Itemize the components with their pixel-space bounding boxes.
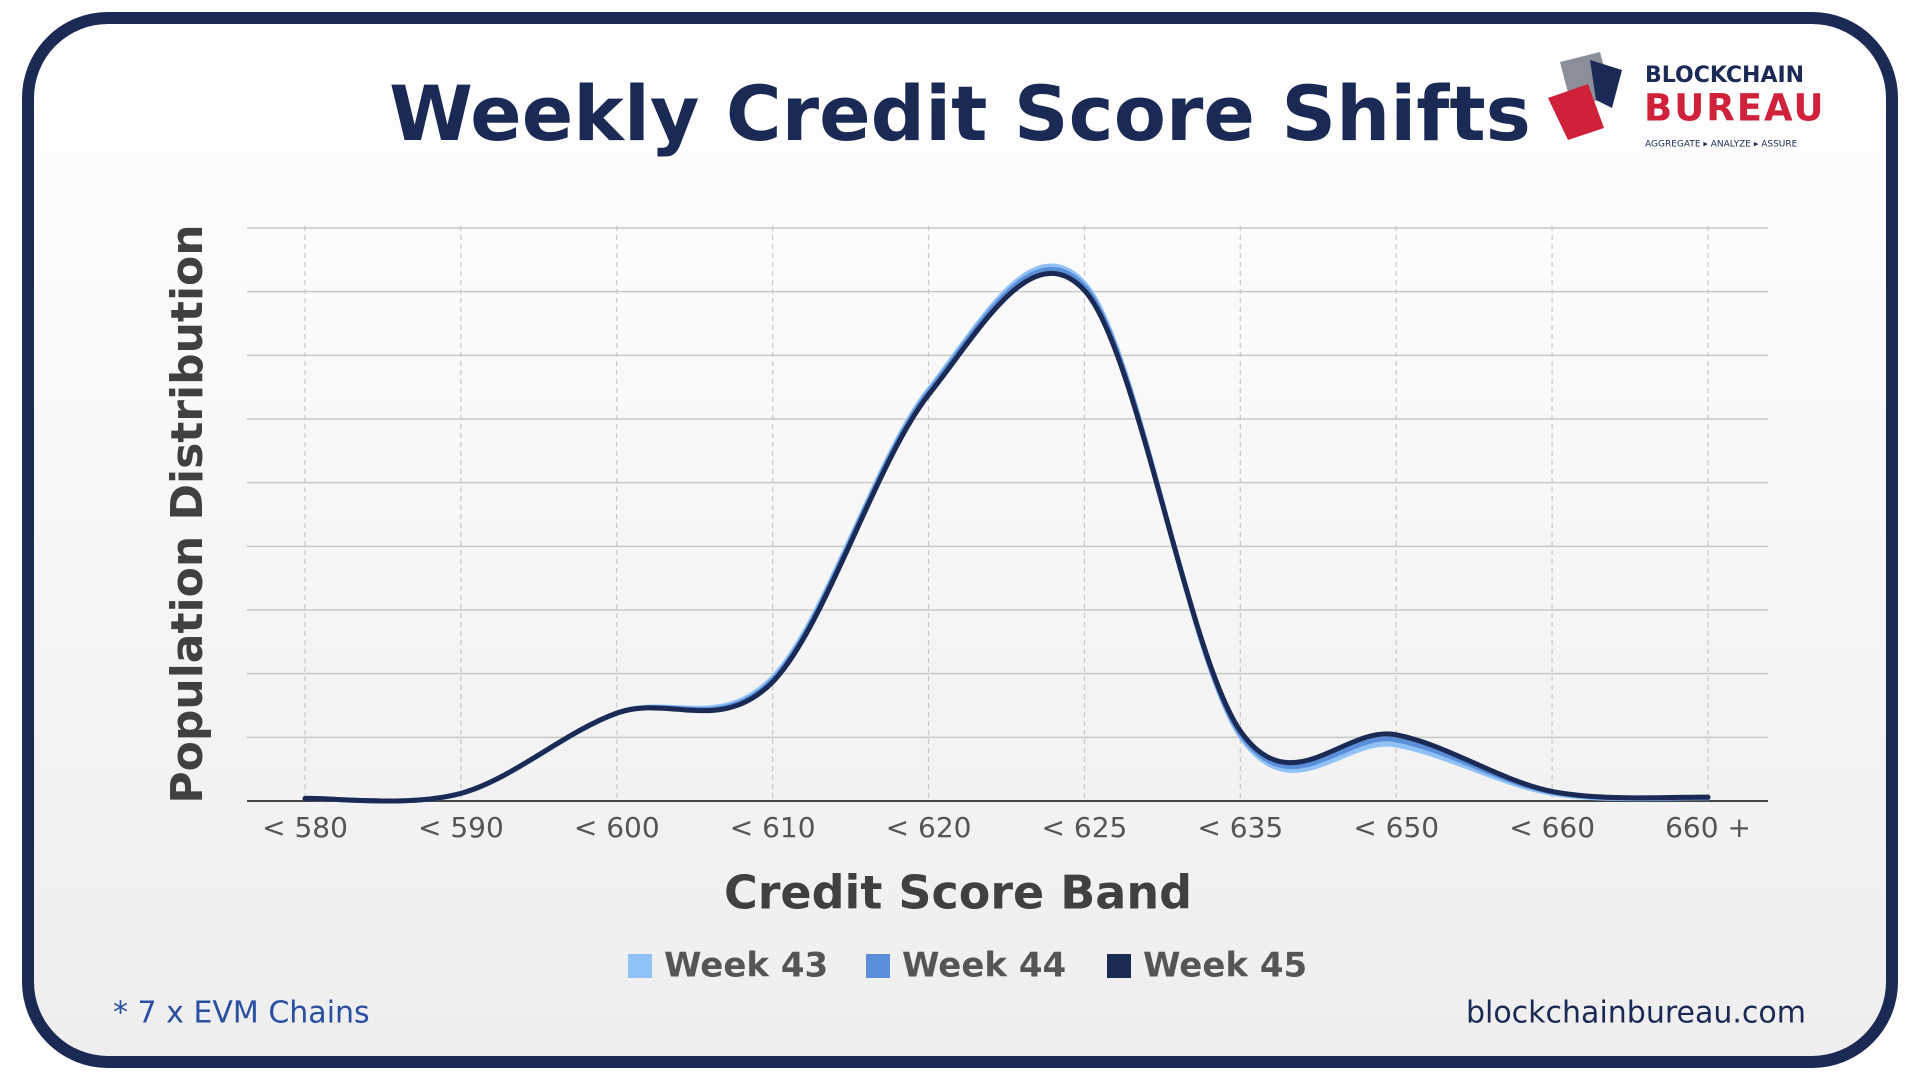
logo-name-bottom: BUREAU bbox=[1644, 87, 1826, 130]
x-tick-label: < 610 bbox=[730, 811, 816, 844]
legend-swatch bbox=[1107, 954, 1131, 978]
legend-label: Week 44 bbox=[902, 946, 1066, 986]
x-tick-label: < 590 bbox=[418, 811, 504, 844]
line-series bbox=[302, 271, 1711, 804]
x-tick-label: < 625 bbox=[1042, 811, 1128, 844]
x-tick-label: 660 + bbox=[1665, 811, 1751, 844]
logo-shape bbox=[1590, 60, 1622, 108]
x-tick-label: < 635 bbox=[1197, 811, 1283, 844]
footnote: * 7 x EVM Chains bbox=[113, 996, 370, 1031]
logo-name-top: BLOCKCHAIN bbox=[1645, 63, 1804, 88]
legend-label: Week 45 bbox=[1143, 946, 1307, 986]
chart-title: Weekly Credit Score Shifts bbox=[389, 69, 1531, 158]
y-axis-label: Population Distribution bbox=[162, 224, 213, 803]
x-tick-label: < 620 bbox=[886, 811, 972, 844]
x-tick-label: < 600 bbox=[574, 811, 660, 844]
logo-tagline: AGGREGATE ▸ ANALYZE ▸ ASSURE bbox=[1645, 140, 1798, 150]
legend-swatch bbox=[628, 954, 652, 978]
x-axis-label: Credit Score Band bbox=[724, 866, 1192, 920]
logo: BLOCKCHAIN BUREAU AGGREGATE ▸ ANALYZE ▸ … bbox=[1548, 52, 1826, 150]
logo-shape bbox=[1548, 84, 1604, 140]
x-tick-label: < 650 bbox=[1353, 811, 1439, 844]
x-tick-label: < 660 bbox=[1509, 811, 1595, 844]
x-tick-label: < 580 bbox=[262, 811, 348, 844]
legend-swatch bbox=[866, 954, 890, 978]
legend-label: Week 43 bbox=[664, 946, 828, 986]
source: blockchainbureau.com bbox=[1466, 996, 1806, 1031]
